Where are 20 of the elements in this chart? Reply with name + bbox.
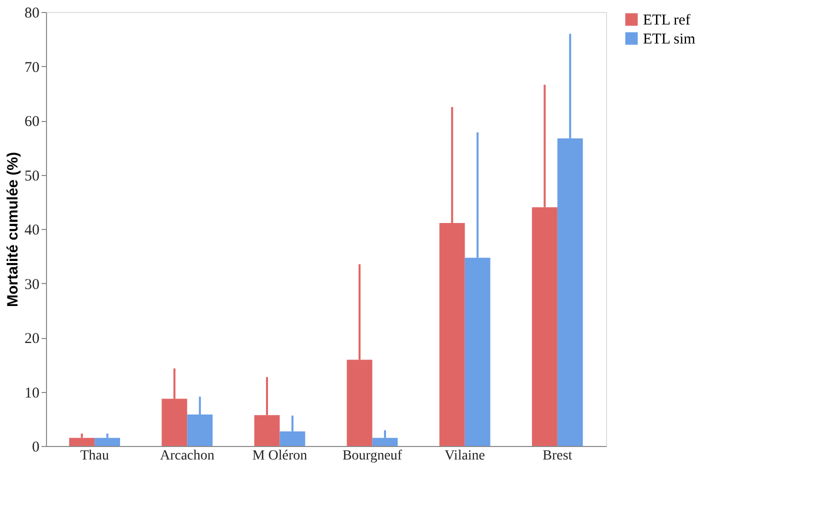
y-tick-label: 30 [24,276,40,293]
y-tick-label: 70 [24,60,40,76]
bar [69,438,95,446]
x-tick-label: Brest [542,448,572,464]
x-tick-label: Vilaine [444,448,486,464]
legend-label: ETL ref [643,12,690,28]
y-tick-label: 0 [32,440,40,456]
y-tick-label: 10 [24,385,40,402]
y-tick-label: 40 [24,222,40,238]
y-tick-label: 50 [24,168,40,184]
x-tick-label: Arcachon [160,448,214,464]
x-tick-label: Bourgneuf [342,448,402,464]
x-tick-label: Thau [80,448,109,464]
y-tick-label: 60 [24,114,40,130]
y-tick-label: 80 [24,6,40,22]
legend-label: ETL sim [643,32,696,48]
x-tick-label: M Oléron [252,448,308,464]
bar [94,438,120,446]
y-axis-title: Mortalité cumulée (%) [4,152,22,308]
y-tick-label: 20 [24,331,40,347]
